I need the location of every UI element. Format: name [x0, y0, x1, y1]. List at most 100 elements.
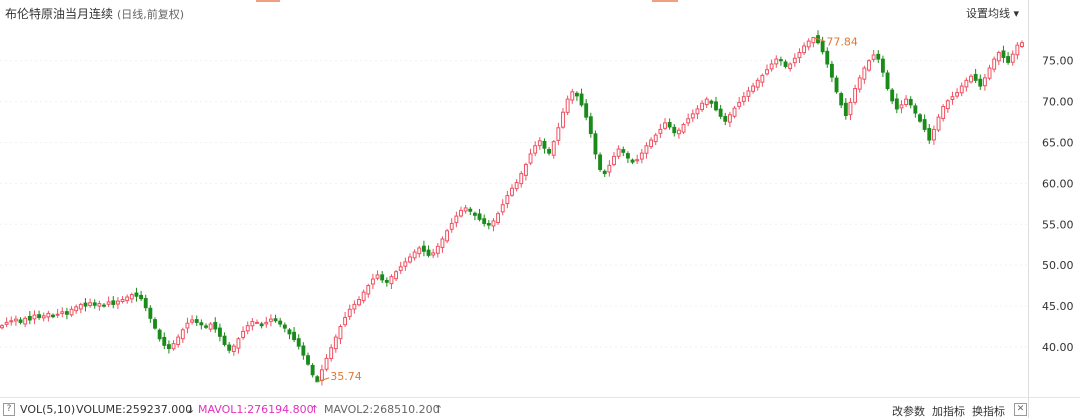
volume-value: VOLUME:259237.000 — [76, 403, 193, 416]
candle-down — [1001, 50, 1006, 58]
candle-up — [737, 101, 742, 107]
candle-up — [88, 302, 93, 306]
candle-down — [973, 73, 978, 81]
candle-down — [630, 159, 635, 163]
candle-up — [431, 252, 436, 256]
switch-indicator-button[interactable]: 换指标 — [972, 405, 1005, 418]
candle-up — [250, 321, 255, 327]
candle-up — [449, 222, 454, 230]
top-accent-bar — [652, 0, 678, 2]
candle-up — [32, 314, 37, 320]
candle-up — [13, 318, 18, 322]
low-annotation-pointer — [317, 377, 330, 383]
candle-up — [686, 118, 691, 124]
candle-down — [199, 322, 204, 326]
high-annotation-pointer — [813, 37, 826, 42]
y-tick-label: 45.00 — [1042, 300, 1074, 313]
add-indicator-button[interactable]: 加指标 — [932, 405, 965, 418]
candle-up — [403, 261, 408, 267]
candle-up — [867, 60, 871, 71]
price-axis-divider — [1028, 0, 1029, 418]
candle-up — [959, 85, 964, 94]
candle-down — [157, 329, 162, 340]
top-accent-bar — [256, 0, 280, 2]
candle-down — [273, 318, 278, 322]
candle-down — [486, 223, 491, 226]
candle-up — [765, 69, 769, 75]
candle-down — [102, 304, 106, 307]
candle-up — [255, 321, 259, 324]
volume-down-arrow-icon: ↓ — [186, 403, 196, 416]
candle-down — [820, 41, 825, 53]
candle-up — [561, 111, 565, 128]
candle-up — [741, 96, 746, 102]
candlestick-chart[interactable]: 40.00 45.00 50.00 55.00 60.00 65.00 70.00 75.00… — [0, 28, 1080, 396]
candle-down — [162, 336, 167, 346]
candle-up — [528, 153, 533, 164]
candle-up — [792, 57, 797, 64]
candle-down — [134, 292, 139, 297]
candle-up — [454, 215, 459, 224]
candle-up — [180, 329, 185, 340]
candle-up — [505, 195, 510, 205]
candle-up — [329, 347, 334, 360]
candle-up — [746, 90, 751, 97]
close-icon[interactable]: ✕ — [1014, 403, 1027, 416]
candle-down — [783, 61, 788, 67]
candle-up — [60, 311, 65, 314]
candle-up — [370, 278, 375, 285]
candle-up — [0, 325, 4, 329]
candle-down — [292, 331, 297, 341]
candle-up — [120, 299, 125, 302]
candle-up — [9, 320, 14, 323]
candle-down — [296, 338, 301, 347]
change-params-button[interactable]: 改参数 — [892, 405, 925, 418]
candle-down — [672, 126, 677, 134]
candle-down — [885, 72, 890, 90]
y-tick-label: 50.00 — [1042, 259, 1074, 272]
vol-indicator-label: VOL(5,10) — [20, 403, 76, 416]
candle-up — [616, 148, 621, 157]
candle-up — [936, 116, 941, 131]
candle-down — [876, 53, 881, 60]
candle-down — [139, 294, 144, 300]
help-icon[interactable]: ? — [3, 403, 15, 416]
candle-up — [607, 164, 612, 173]
candle-down — [148, 307, 153, 319]
candle-up — [996, 52, 1001, 62]
candle-up — [357, 299, 361, 306]
candle-down — [598, 154, 603, 170]
candle-down — [310, 364, 315, 376]
candle-down — [825, 50, 830, 65]
candle-up — [1020, 42, 1024, 47]
candle-down — [602, 170, 607, 175]
candle-up — [97, 303, 102, 307]
candle-down — [278, 320, 283, 325]
candle-down — [482, 218, 487, 224]
candle-up — [417, 247, 422, 255]
candle-up — [644, 145, 649, 154]
candle-up — [500, 204, 505, 213]
candle-down — [579, 93, 584, 106]
candle-up — [788, 63, 793, 69]
candle-down — [217, 327, 222, 337]
candle-down — [922, 119, 927, 130]
candle-up — [440, 238, 445, 248]
candle-up — [514, 182, 519, 190]
candle-down — [978, 78, 983, 87]
candle-up — [676, 129, 681, 135]
candle-up — [570, 91, 575, 101]
candle-up — [727, 114, 732, 123]
candle-up — [899, 104, 904, 109]
chart-title: 布伦特原油当月连续 (日线,前复权) — [5, 5, 184, 22]
high-annotation-label: 77.84 — [826, 35, 858, 48]
candle-up — [556, 127, 561, 141]
candle-up — [366, 285, 371, 295]
set-moving-average-button[interactable]: 设置均线 ▾ — [966, 7, 1020, 20]
candle-up — [491, 220, 496, 227]
candle-down — [714, 101, 718, 111]
chart-subtitle: (日线,前复权) — [117, 8, 185, 21]
candle-up — [992, 58, 997, 70]
candle-down — [380, 274, 385, 281]
candle-down — [227, 344, 232, 351]
